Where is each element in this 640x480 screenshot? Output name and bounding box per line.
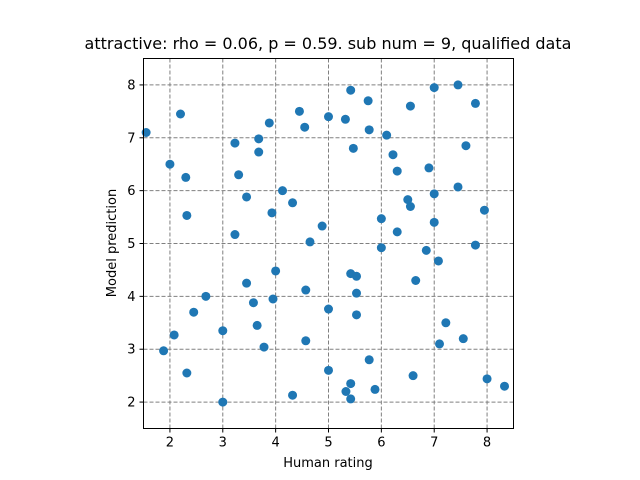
data-point: [234, 170, 244, 180]
data-point: [363, 96, 373, 106]
data-point: [429, 217, 439, 227]
data-point: [382, 130, 392, 140]
y-tick-label: 5: [127, 237, 135, 252]
data-point: [252, 320, 262, 330]
data-point: [176, 109, 185, 119]
data-point: [230, 138, 240, 148]
y-tick-label: 2: [127, 396, 135, 411]
data-point: [348, 143, 358, 153]
data-point: [301, 285, 311, 295]
data-point: [429, 83, 439, 93]
data-point: [218, 326, 228, 336]
data-point: [264, 118, 274, 128]
data-point: [340, 114, 350, 124]
data-point: [405, 202, 415, 211]
y-tick-label: 7: [127, 131, 135, 146]
data-point: [376, 214, 386, 224]
data-point: [352, 310, 362, 320]
x-tick-label: 8: [483, 436, 491, 451]
data-point: [370, 384, 380, 394]
data-point: [392, 227, 402, 237]
data-point: [267, 208, 277, 218]
data-point: [268, 294, 278, 304]
data-point: [341, 387, 351, 396]
data-point: [346, 85, 356, 95]
data-point: [392, 166, 402, 176]
data-point: [301, 336, 311, 346]
data-point: [317, 221, 327, 231]
data-point: [441, 318, 451, 328]
data-point: [254, 134, 264, 144]
data-point: [181, 172, 191, 182]
chart-title: attractive: rho = 0.06, p = 0.59. sub nu…: [85, 34, 572, 53]
data-point: [433, 256, 443, 266]
data-point: [294, 106, 304, 116]
data-point: [346, 394, 356, 404]
data-point: [254, 147, 264, 157]
data-point: [182, 368, 192, 378]
data-point: [288, 390, 298, 400]
data-point: [453, 80, 463, 90]
data-point: [435, 339, 444, 349]
data-point: [182, 210, 192, 220]
data-point: [479, 205, 489, 215]
data-point: [189, 307, 199, 317]
y-tick-label: 4: [127, 290, 135, 305]
data-point: [218, 397, 228, 407]
data-point: [458, 334, 468, 344]
data-point: [141, 128, 151, 137]
y-tick-label: 6: [127, 184, 135, 199]
data-point: [421, 245, 431, 255]
data-point: [364, 355, 374, 365]
data-point: [376, 243, 386, 253]
data-point: [159, 346, 169, 356]
x-tick-label: 6: [377, 436, 385, 451]
data-point: [346, 379, 356, 389]
y-tick-label: 8: [127, 78, 135, 93]
data-point: [288, 198, 298, 208]
y-axis-label: Model prediction: [105, 189, 120, 297]
x-tick-label: 5: [324, 436, 332, 451]
data-point: [324, 304, 333, 314]
data-point: [461, 141, 471, 151]
data-point: [411, 276, 421, 285]
data-points: [141, 80, 510, 407]
data-point: [352, 271, 362, 281]
x-tick-label: 3: [219, 436, 227, 451]
data-point: [230, 230, 240, 240]
data-point: [500, 381, 510, 391]
data-point: [165, 159, 175, 169]
data-point: [300, 122, 310, 132]
data-point: [278, 186, 288, 196]
x-tick-label: 7: [430, 436, 438, 451]
data-point: [324, 365, 333, 375]
data-point: [408, 371, 418, 381]
data-point: [388, 150, 398, 160]
data-point: [324, 112, 333, 122]
data-point: [424, 163, 434, 173]
data-point: [271, 266, 281, 276]
data-point: [453, 182, 463, 192]
data-point: [201, 291, 211, 301]
data-point: [352, 288, 362, 298]
axis-ticks: 2 3 4 5 6 7 8 2 3 4 5 6 7 8: [127, 78, 491, 450]
data-point: [403, 195, 413, 205]
data-point: [482, 374, 492, 384]
data-point: [169, 330, 179, 340]
x-tick-label: 4: [272, 436, 280, 451]
data-point: [305, 237, 315, 247]
data-point: [259, 342, 269, 352]
data-point: [242, 278, 252, 288]
x-axis-label: Human rating: [283, 456, 373, 471]
y-tick-label: 3: [127, 343, 135, 358]
data-point: [429, 189, 439, 199]
data-point: [470, 98, 480, 108]
data-point: [364, 125, 374, 135]
data-point: [405, 101, 415, 111]
data-point: [248, 298, 258, 308]
data-point: [470, 240, 480, 250]
data-point: [242, 192, 252, 202]
x-tick-label: 2: [166, 436, 174, 451]
